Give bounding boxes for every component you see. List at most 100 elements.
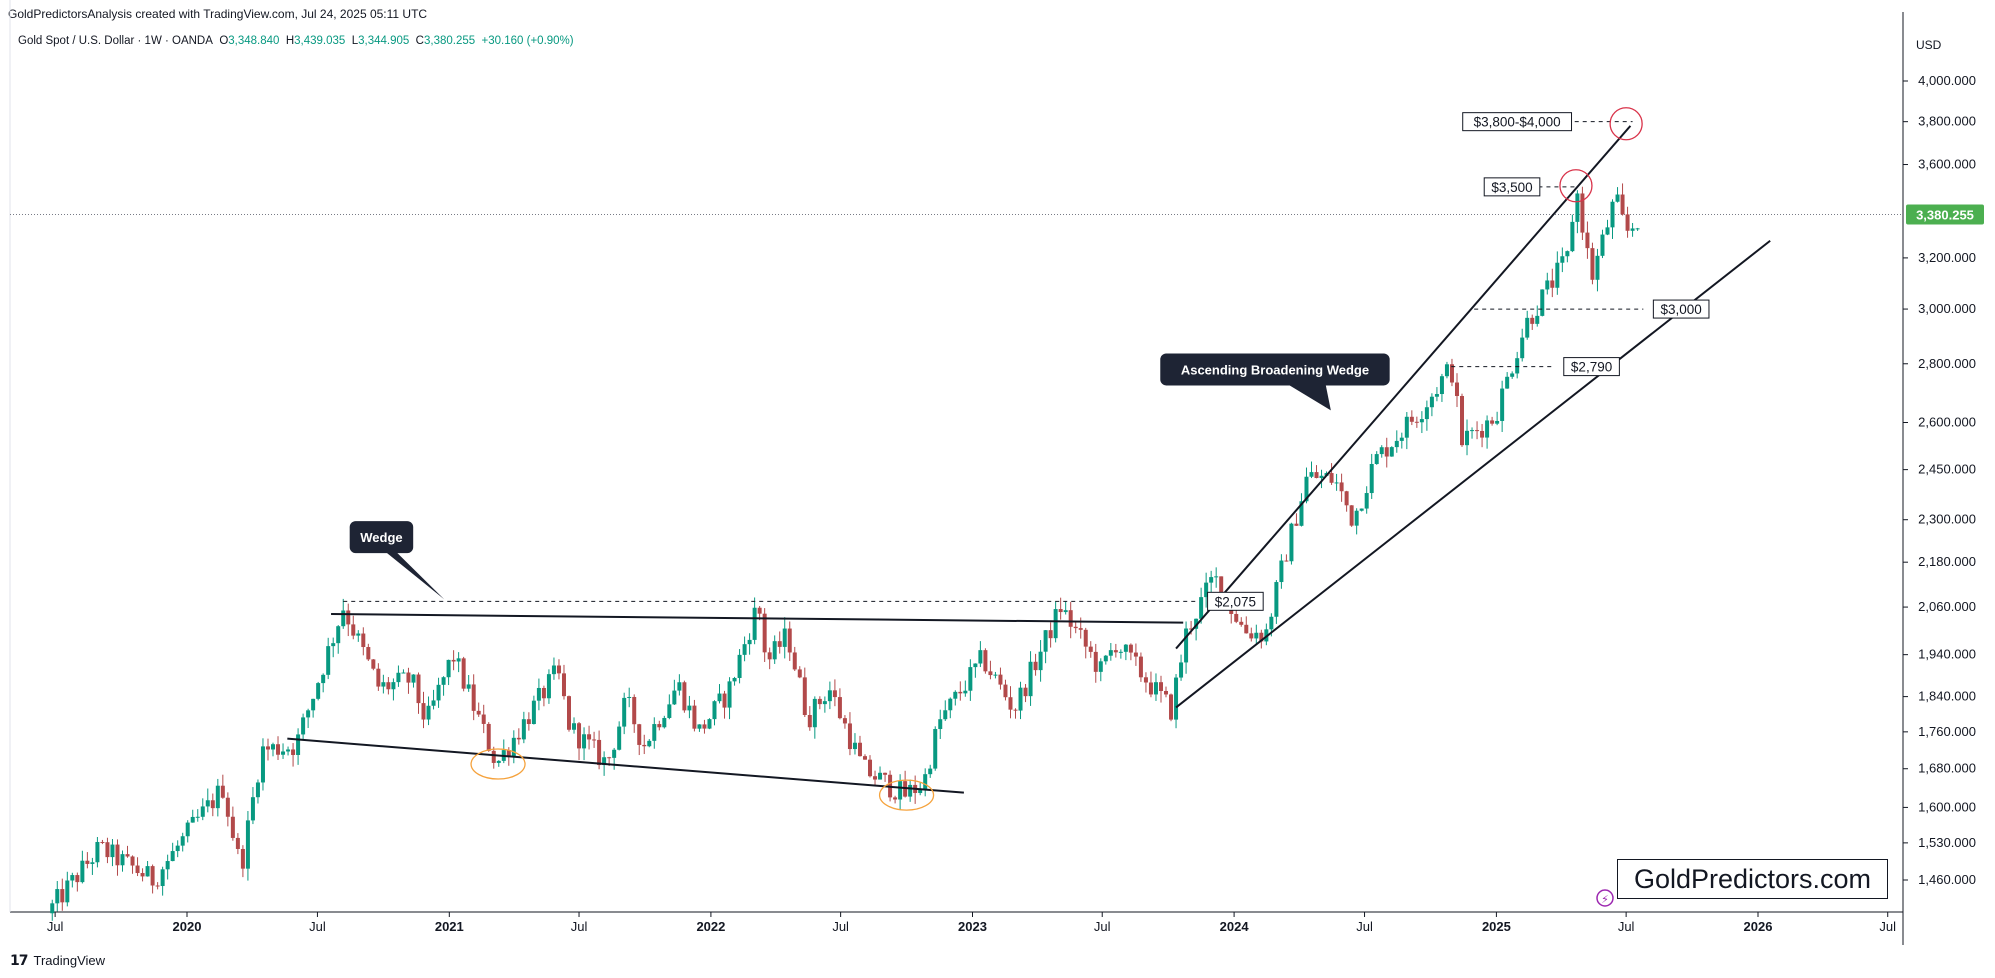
- candle-body: [1610, 201, 1615, 228]
- candle-body: [782, 628, 787, 647]
- candle-body: [1490, 420, 1495, 424]
- candle-body: [958, 691, 963, 694]
- candle-body: [662, 717, 667, 728]
- axes: 1,460.000 1,530.000 1,600.000 1,680.000 1,76…: [47, 73, 1984, 934]
- candle-body: [697, 724, 702, 729]
- candle-body: [1550, 280, 1555, 288]
- candle-body: [566, 696, 571, 730]
- candle-body: [1259, 632, 1264, 642]
- x-tick-label: Jul: [1094, 919, 1111, 934]
- candle-body: [250, 797, 255, 821]
- callout-label: Wedge: [360, 530, 402, 545]
- candle-body: [481, 714, 486, 724]
- candle-body: [65, 880, 70, 903]
- candle-body: [180, 836, 185, 846]
- candle-body: [1133, 652, 1138, 657]
- level-label: $3,000: [1661, 302, 1702, 317]
- candle-body: [1103, 655, 1108, 662]
- candle-body: [827, 690, 832, 702]
- candle-body: [1269, 616, 1274, 630]
- candle-body: [1158, 682, 1163, 691]
- candle-body: [1023, 687, 1028, 697]
- candle-body: [386, 682, 391, 690]
- candle-body: [722, 693, 727, 708]
- candle-body: [727, 681, 732, 708]
- candle-body: [526, 719, 531, 725]
- candle-body: [1570, 221, 1575, 252]
- level-label-box: [1563, 357, 1620, 377]
- lightning-glyph: ⚡: [1601, 893, 1609, 906]
- candle-body: [1444, 364, 1449, 377]
- candle-body: [978, 650, 983, 664]
- candle-body: [822, 701, 827, 705]
- candle-body: [712, 701, 717, 720]
- y-tick-label: 1,760.000: [1918, 724, 1976, 739]
- orange-circle-marker: [470, 748, 526, 780]
- candle-body: [787, 628, 792, 653]
- candle-body: [1354, 510, 1359, 526]
- candle-body: [516, 737, 521, 740]
- candle-body: [1520, 337, 1525, 359]
- candle-body: [677, 682, 682, 691]
- candle-body: [1108, 650, 1113, 656]
- candle-body: [933, 729, 938, 769]
- y-tick-label: 1,680.000: [1918, 761, 1976, 776]
- candle-body: [1244, 624, 1249, 634]
- candle-body: [50, 903, 55, 914]
- candle-body: [777, 641, 782, 647]
- candle-body: [556, 665, 561, 674]
- x-tick-label: Jul: [1356, 919, 1373, 934]
- open-value: 3,348.840: [228, 35, 280, 47]
- candle-body: [1505, 376, 1510, 389]
- y-tick-label: 3,600.000: [1918, 157, 1976, 172]
- watermark-logo: GoldPredictors.com: [1617, 859, 1888, 899]
- candle-body: [361, 633, 366, 648]
- candle-body: [1174, 677, 1179, 720]
- candle-body: [170, 851, 175, 862]
- candle-body: [546, 674, 551, 699]
- candle-body: [1123, 644, 1128, 652]
- candle-body: [873, 776, 878, 780]
- candle-body: [265, 746, 270, 750]
- currency-label[interactable]: USD: [1916, 38, 1942, 52]
- tradingview-footer[interactable]: 𝟭𝟳 TradingView: [10, 952, 105, 969]
- candle-body: [948, 698, 953, 711]
- candle-body: [1495, 420, 1500, 424]
- candle-body: [331, 643, 336, 647]
- y-tick-label: 4,000.000: [1918, 73, 1976, 88]
- y-tick-label: 2,450.000: [1918, 462, 1976, 477]
- candle-body: [923, 774, 928, 790]
- candle-body: [341, 610, 346, 627]
- x-tick-label: Jul: [47, 919, 64, 934]
- candle-body: [812, 698, 817, 728]
- y-tick-label: 2,180.000: [1918, 554, 1976, 569]
- candle-body: [862, 756, 867, 760]
- candle-body: [416, 674, 421, 704]
- candle-body: [165, 861, 170, 870]
- candle-body: [732, 677, 737, 682]
- candle-body: [456, 658, 461, 662]
- candle-body: [1274, 582, 1279, 617]
- candle-body: [1329, 473, 1334, 483]
- symbol-name[interactable]: Gold Spot / U.S. Dollar · 1W · OANDA: [18, 35, 213, 47]
- candle-body: [1189, 628, 1194, 630]
- candle-body: [230, 816, 235, 838]
- y-tick-label: 2,060.000: [1918, 599, 1976, 614]
- y-tick-label: 3,200.000: [1918, 250, 1976, 265]
- red-circle-marker: [1559, 169, 1593, 203]
- symbol-legend: Gold Spot / U.S. Dollar · 1W · OANDA O3,…: [18, 35, 574, 47]
- callout-pointer: [1286, 383, 1331, 411]
- candle-body: [632, 696, 637, 725]
- x-tick-label: Jul: [832, 919, 849, 934]
- candle-body: [1500, 388, 1505, 421]
- candle-body: [1424, 407, 1429, 420]
- candle-body: [1545, 280, 1550, 290]
- candle-body: [356, 633, 361, 636]
- tradingview-logo-icon: 𝟭𝟳: [10, 952, 29, 968]
- candle-body: [1535, 315, 1540, 324]
- candle-body: [115, 844, 120, 866]
- candle-body: [817, 698, 822, 705]
- candle-body: [963, 690, 968, 694]
- candle-body: [110, 844, 115, 858]
